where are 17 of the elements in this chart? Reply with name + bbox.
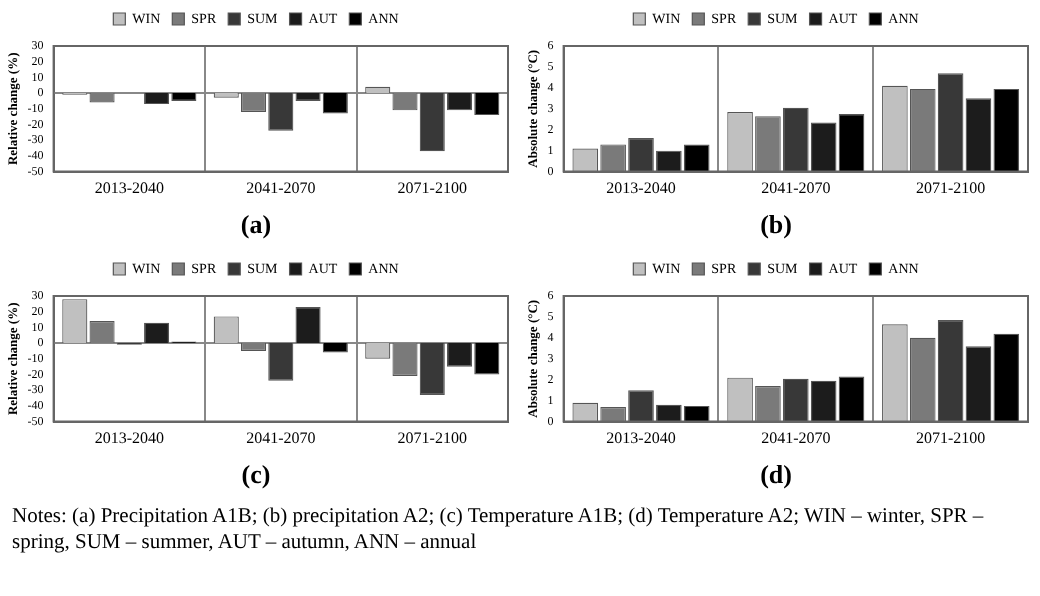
text: (c) [241,459,271,490]
x-tick-label: 2041-2070 [246,429,316,448]
x-tick-label: 2013-2040 [94,179,164,198]
x-tick-label: 2013-2040 [606,179,676,198]
text: (b) [760,209,792,240]
x-tick-label: 2071-2100 [915,429,986,448]
text: (d) [760,459,792,490]
x-tick-label: 2071-2100 [915,179,986,198]
x-tick-label: 2041-2070 [761,429,831,448]
x-tick-label: 2041-2070 [761,179,831,198]
x-tick-label: 2071-2100 [397,429,467,448]
x-tick-label: 2013-2040 [94,429,164,448]
x-tick-label: 2071-2100 [397,179,467,198]
x-tick-label: 2041-2070 [246,179,316,198]
text: (a) [240,209,272,240]
text: Notes: (a) Precipitation A1B; (b) precipitation A2; (c) Temperature A1B; (d) Temperature A2; WIN – winter, SPR – spring, SUM – summer, AUT – autumn, ANN – annual [12,504,986,556]
x-tick-label: 2013-2040 [606,429,676,448]
